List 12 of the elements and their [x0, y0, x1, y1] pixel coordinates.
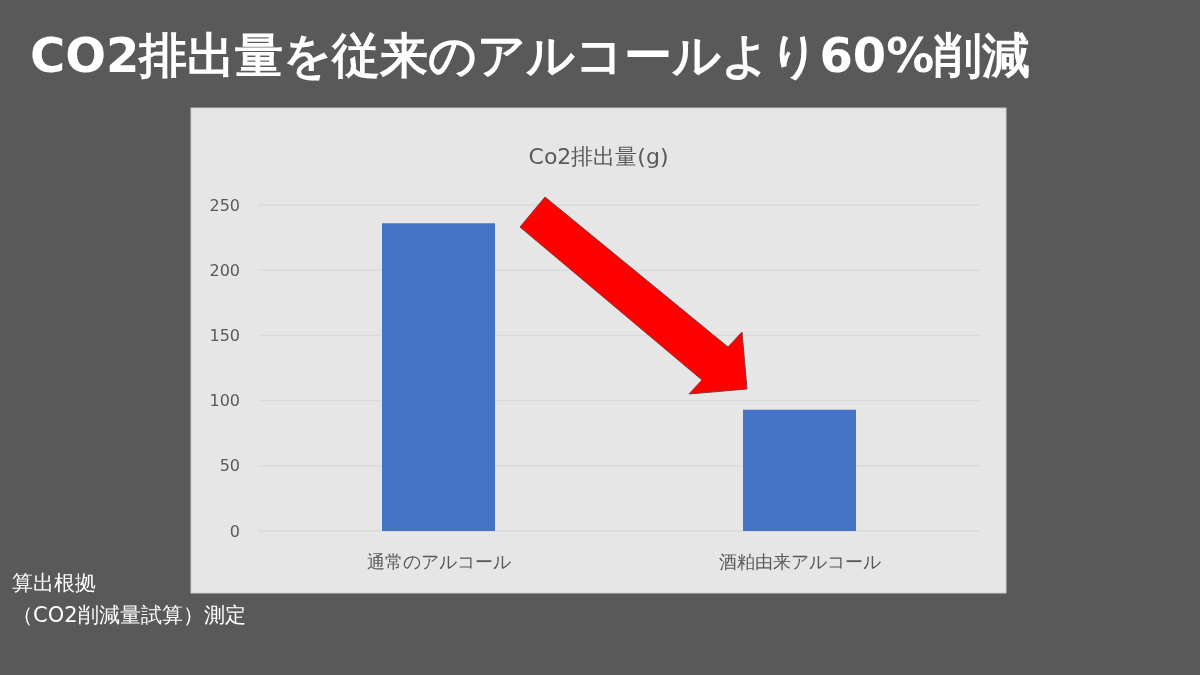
- y-tick-label: 150: [209, 325, 240, 345]
- y-tick-label: 200: [209, 260, 240, 280]
- chart-subtitle: Co2排出量(g): [528, 144, 669, 169]
- y-tick-label: 250: [209, 195, 240, 215]
- text: （CO2削減量試算）測定: [12, 603, 246, 627]
- y-tick-label: 0: [229, 521, 240, 541]
- chart-title: CO2排出量を従来のアルコールより60%削減: [30, 27, 1031, 83]
- text: 算出根拠: [12, 571, 96, 595]
- x-tick-label: 通常のアルコール: [366, 551, 511, 572]
- y-tick-label: 50: [219, 456, 240, 476]
- y-tick-label: 100: [209, 391, 240, 411]
- x-tick-label: 酒粕由来アルコール: [718, 551, 881, 572]
